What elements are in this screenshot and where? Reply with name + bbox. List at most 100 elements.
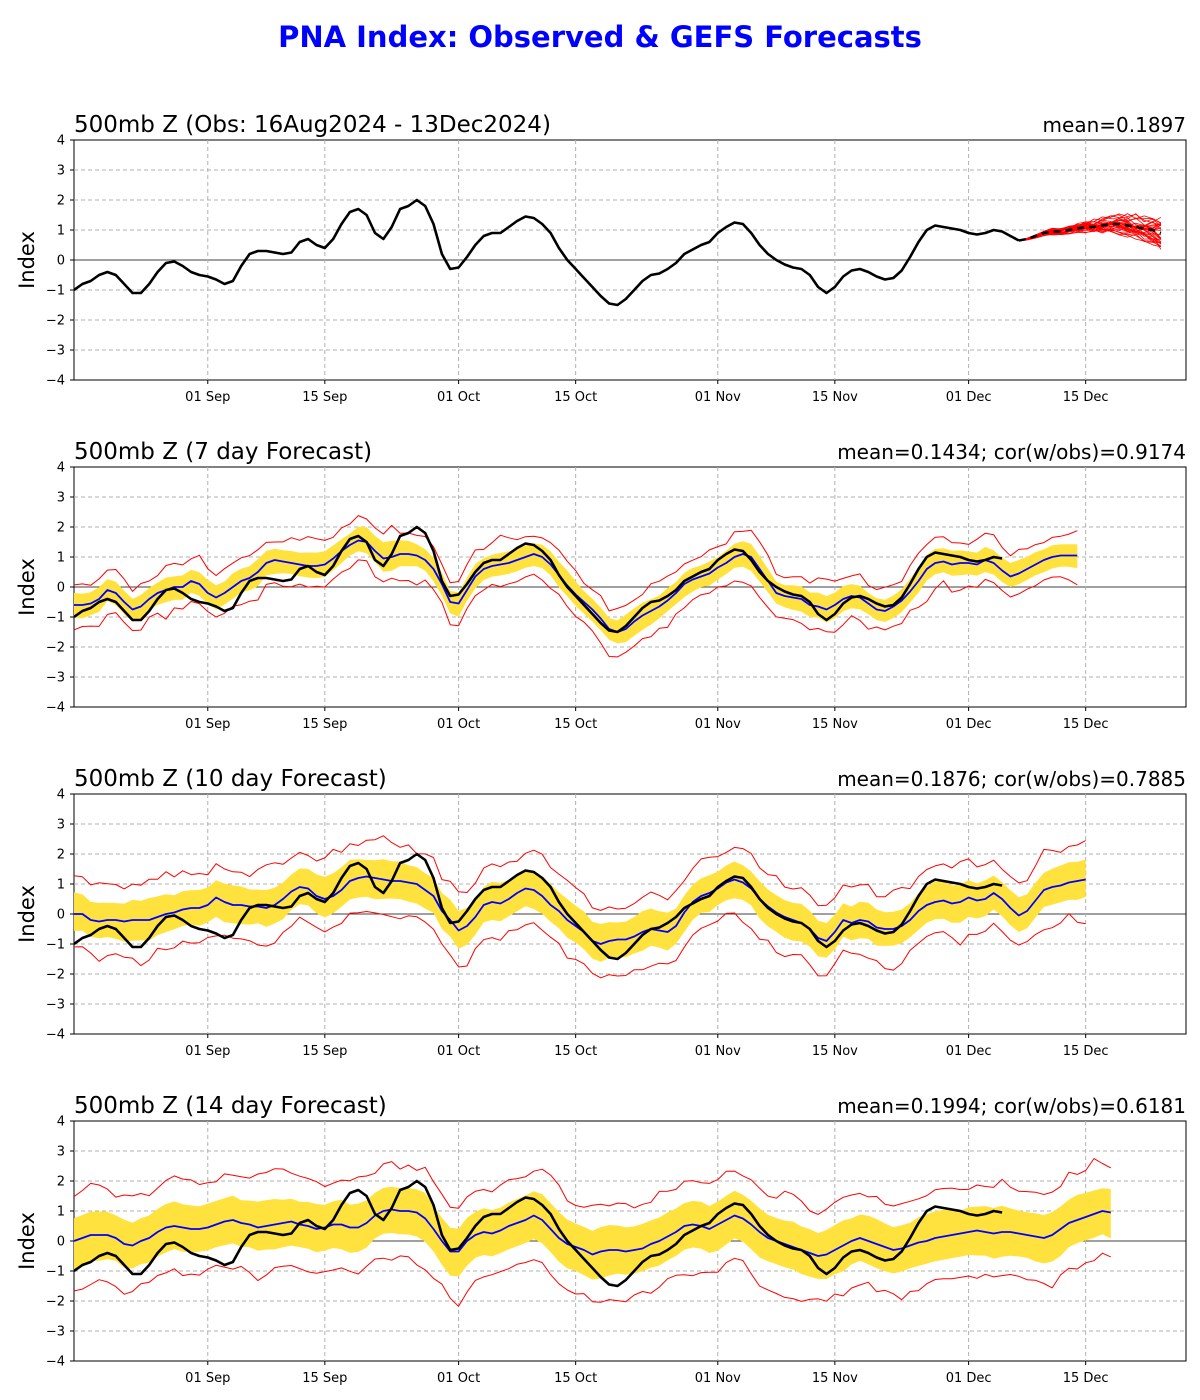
- panel-stat: mean=0.1994; cor(w/obs)=0.6181: [837, 1094, 1186, 1118]
- x-tick-label: 15 Nov: [812, 1371, 858, 1386]
- y-tick-label: −4: [46, 1028, 65, 1043]
- y-axis-label: Index: [15, 231, 39, 289]
- y-tick-label: 0: [57, 1235, 65, 1250]
- spread-band: [74, 526, 1078, 644]
- x-tick-label: 01 Dec: [946, 1371, 992, 1386]
- y-tick-label: 2: [57, 521, 65, 536]
- x-tick-label: 01 Dec: [946, 390, 992, 405]
- y-tick-label: −3: [46, 671, 65, 686]
- x-tick-label: 15 Nov: [812, 1044, 858, 1059]
- y-tick-label: −2: [46, 641, 65, 656]
- x-tick-label: 01 Sep: [185, 717, 230, 732]
- x-tick-label: 01 Oct: [437, 1371, 480, 1386]
- x-tick-label: 01 Oct: [437, 717, 480, 732]
- x-tick-label: 01 Sep: [185, 1371, 230, 1386]
- y-tick-label: 1: [57, 224, 65, 239]
- y-tick-label: 0: [57, 908, 65, 923]
- x-tick-label: 15 Oct: [554, 1044, 597, 1059]
- y-tick-label: −3: [46, 998, 65, 1013]
- y-tick-label: 4: [57, 1115, 65, 1130]
- spread-band: [74, 859, 1086, 962]
- y-tick-label: 4: [57, 134, 65, 149]
- panel-stat: mean=0.1876; cor(w/obs)=0.7885: [837, 767, 1186, 791]
- y-tick-label: −1: [46, 1265, 65, 1280]
- y-tick-label: 4: [57, 788, 65, 803]
- min-envelope-line: [74, 911, 1086, 979]
- x-tick-label: 15 Oct: [554, 717, 597, 732]
- y-tick-label: −3: [46, 1325, 65, 1340]
- plot-area: [74, 515, 1078, 658]
- y-tick-label: 3: [57, 1145, 65, 1160]
- y-tick-label: −1: [46, 938, 65, 953]
- x-tick-label: 01 Oct: [437, 390, 480, 405]
- y-tick-label: 1: [57, 878, 65, 893]
- y-tick-label: −4: [46, 701, 65, 716]
- y-axis-label: Index: [15, 558, 39, 616]
- x-tick-label: 15 Sep: [302, 717, 347, 732]
- x-tick-label: 15 Oct: [554, 390, 597, 405]
- x-tick-label: 15 Sep: [302, 1044, 347, 1059]
- chart-panel-3: −4 −3 −2 −1 0 1 2 3 4 01 Sep 15 Sep 01 Oct 15 Oct 01 …: [15, 766, 1187, 1059]
- y-tick-label: 2: [57, 1175, 65, 1190]
- y-tick-label: −4: [46, 1355, 65, 1370]
- x-tick-label: 01 Nov: [695, 390, 741, 405]
- x-tick-label: 01 Dec: [946, 717, 992, 732]
- y-tick-label: −2: [46, 968, 65, 983]
- y-tick-label: −3: [46, 344, 65, 359]
- ensemble-mean-forecast-line: [1018, 222, 1162, 242]
- observed-line: [74, 852, 1003, 961]
- x-tick-label: 15 Sep: [302, 1371, 347, 1386]
- x-tick-label: 15 Dec: [1063, 717, 1109, 732]
- y-tick-label: −1: [46, 611, 65, 626]
- y-axis-label: Index: [15, 885, 39, 943]
- y-tick-label: 2: [57, 848, 65, 863]
- x-tick-label: 15 Nov: [812, 717, 858, 732]
- chart-panel-1: −4 −3 −2 −1 0 1 2 3 4 01 Sep 15 Sep 01 Oct 15 Oct 01 …: [15, 112, 1187, 405]
- x-tick-label: 15 Dec: [1063, 1044, 1109, 1059]
- max-envelope-line: [74, 515, 1078, 612]
- panel-stat: mean=0.1434; cor(w/obs)=0.9174: [837, 440, 1186, 464]
- y-tick-label: 3: [57, 818, 65, 833]
- chart-panel-2: −4 −3 −2 −1 0 1 2 3 4 01 Sep 15 Sep 01 Oct 15 Oct 01 …: [15, 439, 1187, 732]
- spread-band: [74, 1186, 1111, 1280]
- y-tick-label: 1: [57, 1205, 65, 1220]
- x-tick-label: 01 Nov: [695, 1371, 741, 1386]
- y-tick-label: 2: [57, 194, 65, 209]
- y-axis-label: Index: [15, 1212, 39, 1270]
- panel-title: 500mb Z (Obs: 16Aug2024 - 13Dec2024): [74, 112, 551, 138]
- y-tick-label: 1: [57, 551, 65, 566]
- forecast-mean-line: [74, 1208, 1111, 1257]
- y-tick-label: 0: [57, 581, 65, 596]
- panel-title: 500mb Z (7 day Forecast): [74, 439, 372, 465]
- x-tick-label: 01 Oct: [437, 1044, 480, 1059]
- max-envelope-line: [74, 1158, 1112, 1215]
- y-tick-label: −2: [46, 314, 65, 329]
- x-tick-label: 15 Sep: [302, 390, 347, 405]
- observed-line: [74, 525, 1003, 634]
- y-tick-label: 0: [57, 254, 65, 269]
- chart-panel-4: −4 −3 −2 −1 0 1 2 3 4 01 Sep 15 Sep 01 Oct 15 Oct 01 …: [15, 1093, 1187, 1386]
- plot-area: [74, 1158, 1112, 1307]
- x-tick-label: 01 Nov: [695, 717, 741, 732]
- panel-title: 500mb Z (10 day Forecast): [74, 766, 387, 792]
- plot-area: [74, 198, 1162, 307]
- min-envelope-line: [74, 1252, 1112, 1307]
- x-tick-label: 01 Nov: [695, 1044, 741, 1059]
- observed-line: [74, 1179, 1003, 1288]
- min-envelope-line: [74, 559, 1078, 658]
- x-tick-label: 01 Dec: [946, 1044, 992, 1059]
- y-tick-label: 3: [57, 491, 65, 506]
- panel-stat: mean=0.1897: [1043, 113, 1186, 137]
- plot-area: [74, 835, 1086, 979]
- observed-line: [74, 198, 1020, 307]
- y-tick-label: 4: [57, 461, 65, 476]
- main-title: PNA Index: Observed & GEFS Forecasts: [278, 20, 922, 54]
- y-tick-label: −4: [46, 374, 65, 389]
- panel-title: 500mb Z (14 day Forecast): [74, 1093, 387, 1119]
- x-tick-label: 01 Sep: [185, 390, 230, 405]
- y-tick-label: −2: [46, 1295, 65, 1310]
- x-tick-label: 15 Nov: [812, 390, 858, 405]
- y-tick-label: −1: [46, 284, 65, 299]
- x-tick-label: 15 Oct: [554, 1371, 597, 1386]
